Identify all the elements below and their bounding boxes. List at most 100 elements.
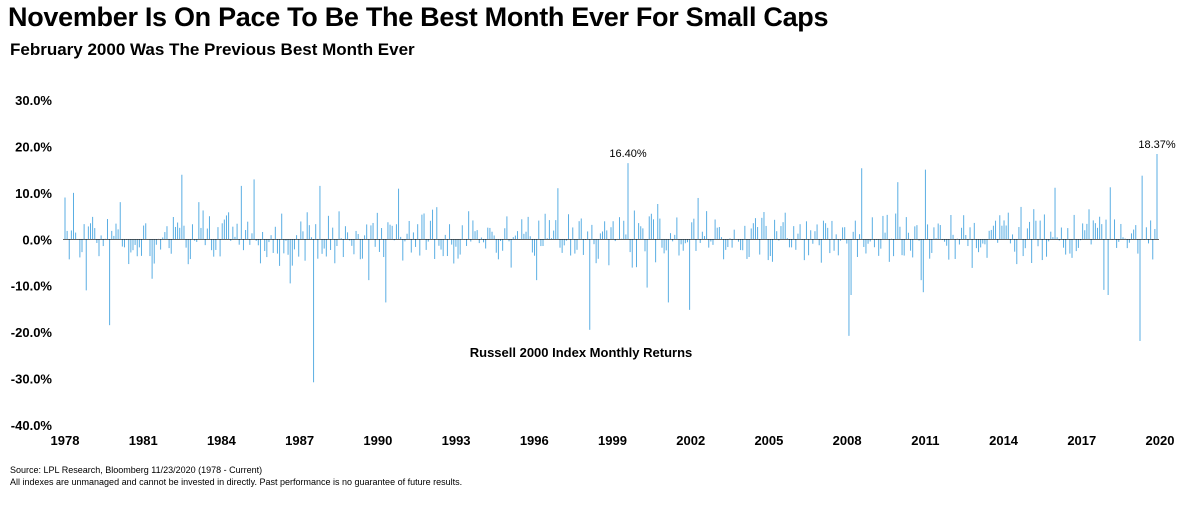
monthly-return-bar [485,239,487,249]
monthly-return-bar [839,239,841,241]
monthly-return-bar [476,230,478,240]
monthly-return-bar [1037,239,1039,247]
monthly-return-bar [1116,239,1118,248]
monthly-return-bar [631,239,633,268]
y-tick-label: 10.0% [15,186,52,201]
monthly-return-bar [816,224,818,240]
monthly-return-bar [544,213,546,240]
monthly-return-bar [659,218,661,240]
monthly-return-bar [134,239,136,245]
monthly-return-bar [223,219,225,240]
monthly-return-bar [708,239,710,248]
monthly-return-bar [782,222,784,240]
monthly-return-bar [1022,239,1024,257]
monthly-return-bar [1031,239,1033,263]
monthly-return-bar [408,220,410,240]
monthly-return-bar [827,227,829,240]
monthly-return-bar [336,239,338,247]
monthly-return-bar [1135,225,1137,240]
monthly-return-bar [123,239,125,248]
monthly-return-bar [895,213,897,240]
monthly-return-bar [330,239,332,250]
monthly-return-bar [776,231,778,240]
monthly-return-bar [1101,224,1103,240]
monthly-return-bar [70,230,72,240]
monthly-return-bar [221,223,223,240]
monthly-return-bar [361,239,363,259]
monthly-return-bar [580,218,582,240]
monthly-return-bar [517,231,519,240]
x-axis: 1978 1981 1984 1987 1990 1993 1996 1999 2002 2005… [51,433,1175,448]
monthly-return-bar [508,239,510,242]
monthly-return-bar [94,228,96,240]
monthly-return-bar [109,239,111,326]
y-tick-label: -30.0% [11,372,53,387]
monthly-return-bar [332,227,334,240]
monthly-return-bar [1077,239,1079,248]
monthly-return-bar [160,239,162,250]
monthly-return-bar [948,239,950,260]
monthly-return-bar [880,239,882,249]
monthly-return-bar [559,239,561,248]
monthly-return-bar [1065,239,1067,255]
x-tick-label: 2008 [833,433,862,448]
monthly-return-bar [587,231,589,240]
monthly-return-bar [259,239,261,264]
monthly-return-bar [1082,223,1084,240]
monthly-return-bar [270,235,272,240]
monthly-return-bar [187,239,189,265]
monthly-return-bar [491,231,493,240]
monthly-return-bar [215,239,217,250]
monthly-return-bar [391,225,393,240]
monthly-return-bar [285,239,287,241]
monthly-return-bar [548,220,550,240]
monthly-return-bar [914,226,916,240]
monthly-return-bar [189,239,191,260]
monthly-return-bar [997,239,999,243]
monthly-return-bar [1133,229,1135,240]
monthly-return-bar [901,239,903,256]
monthly-return-bar [563,239,565,246]
monthly-return-bar [387,222,389,240]
monthly-return-bar [744,225,746,240]
monthly-return-bar [276,239,278,254]
monthly-return-bar [217,227,219,240]
monthly-return-bar [589,239,591,330]
monthly-return-bar [652,219,654,240]
monthly-return-bar [699,239,701,243]
monthly-return-bar [655,239,657,263]
y-tick-label: 0.0% [22,232,52,247]
monthly-return-bar [1103,239,1105,290]
monthly-return-bar [1139,239,1141,341]
monthly-return-bar [389,224,391,240]
monthly-return-bar [742,239,744,251]
monthly-return-bar [963,215,965,240]
monthly-return-bar [771,239,773,262]
monthly-return-bar [470,239,472,242]
monthly-return-bar [1046,239,1048,257]
monthly-return-bar [555,220,557,240]
series-label: Russell 2000 Index Monthly Returns [470,345,693,360]
monthly-return-bar [540,239,542,247]
monthly-return-bar [854,220,856,240]
monthly-return-bar [115,223,117,240]
monthly-return-bar [283,239,285,254]
monthly-return-bar [769,239,771,257]
monthly-return-bar [1043,214,1045,240]
monthly-return-bar [595,239,597,264]
monthly-return-bar [814,231,816,240]
monthly-return-bar [786,238,788,240]
monthly-return-bar [257,239,259,246]
monthly-return-bar [319,185,321,240]
monthly-return-bar [489,227,491,240]
monthly-return-bar [421,214,423,240]
monthly-return-bar [780,226,782,240]
y-tick-label: -20.0% [11,325,53,340]
monthly-return-bar [211,239,213,251]
monthly-return-bar [710,239,712,242]
monthly-return-bar [697,197,699,240]
monthly-return-bar [527,216,529,240]
monthly-return-bar [984,239,986,245]
monthly-return-bar [455,239,457,247]
monthly-return-bar [888,239,890,262]
